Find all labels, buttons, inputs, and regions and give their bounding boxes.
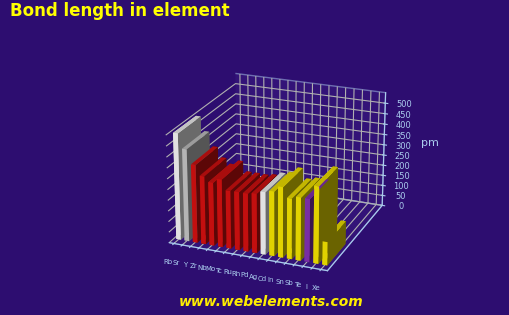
Text: www.webelements.com: www.webelements.com — [178, 295, 362, 309]
Text: Bond length in element: Bond length in element — [10, 2, 230, 20]
